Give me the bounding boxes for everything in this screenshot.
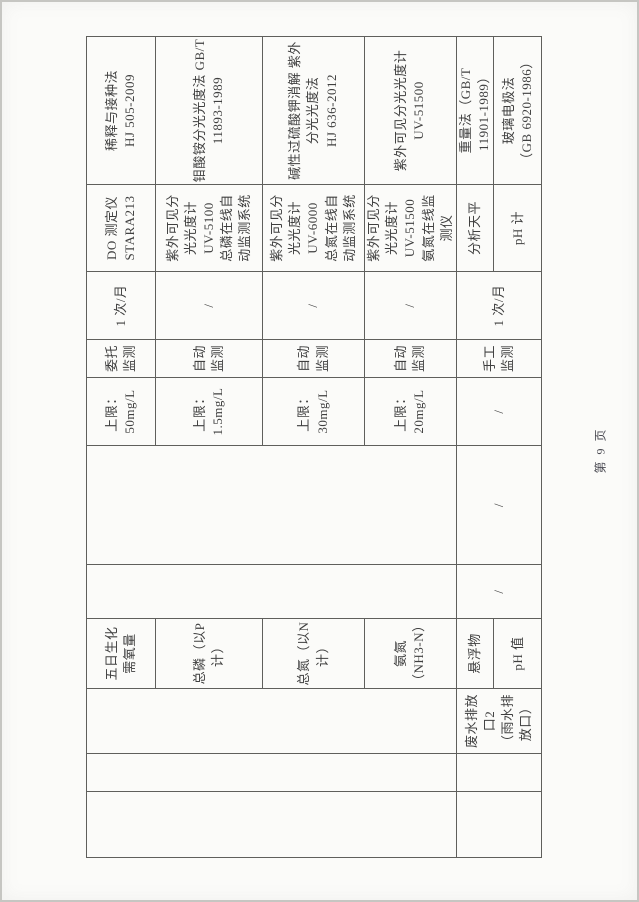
cell-item-bod: 五日生化 需氧量 — [86, 618, 156, 689]
cell-slash-col5-outfall2: / — [456, 564, 542, 619]
cell-method-tn: 碱性过硫酸钾消解 紫外 分光光度法 HJ 636-2012 — [262, 36, 365, 185]
cell-item-nh3n: 氨氮 （NH3-N） — [364, 618, 457, 689]
cell-blank-col2-outfall2 — [456, 753, 542, 792]
monitoring-table: 五日生化 需氧量 上限： 50mg/L 委托 监测 1 次/月 DO 测定仪 S… — [86, 36, 542, 858]
cell-blank-col1-outfall2 — [456, 791, 542, 858]
cell-limit-nh3n: 上限： 20mg/L — [364, 377, 457, 446]
cell-instrument-tp: 紫外可见分 光光度计 UV-5100 总磷在线自 动监测系统 — [155, 184, 263, 272]
page-number: 第 9 页 — [593, 427, 608, 474]
cell-instrument-ss: 分析天平 — [456, 184, 494, 272]
cell-frequency-bod: 1 次/月 — [86, 271, 156, 340]
cell-blank-outlet-continued — [86, 688, 457, 754]
cell-item-tn: 总氮（以N 计） — [262, 618, 365, 689]
cell-outlet-outfall2: 废水排放 口2 （雨水排 放口） — [456, 688, 542, 754]
cell-blank-col5 — [86, 564, 457, 619]
cell-limit-tn: 上限： 30mg/L — [262, 377, 365, 446]
cell-mode-bod: 委托 监测 — [86, 339, 156, 378]
cell-limit-bod: 上限： 50mg/L — [86, 377, 156, 446]
cell-limit-tp: 上限： 1.5mg/L — [155, 377, 263, 446]
cell-frequency-nh3n: / — [364, 271, 457, 340]
cell-item-ss: 悬浮物 — [456, 618, 494, 689]
cell-instrument-bod: DO 测定仪 STARA213 — [86, 184, 156, 272]
cell-blank-col2 — [86, 753, 457, 792]
cell-method-tp: 钼酸铵分光光度法 GB/T 11893-1989 — [155, 36, 263, 185]
cell-limit-outfall2: / — [456, 377, 542, 446]
cell-frequency-tp: / — [155, 271, 263, 340]
table-row-ss: 废水排放 口2 （雨水排 放口） 悬浮物 / / / 手工 监测 1 次/月 分… — [456, 36, 542, 858]
cell-mode-tp: 自动 监测 — [155, 339, 263, 378]
cell-item-tp: 总磷（以P 计） — [155, 618, 263, 689]
cell-frequency-tn: / — [262, 271, 365, 340]
cell-instrument-ph: pH 计 — [493, 184, 542, 272]
cell-blank-col6 — [86, 445, 457, 565]
cell-method-ss: 重量法（GB/T 11901-1989） — [456, 36, 494, 185]
rotated-table-layer: 五日生化 需氧量 上限： 50mg/L 委托 监测 1 次/月 DO 测定仪 S… — [86, 36, 542, 858]
cell-blank-col1 — [86, 791, 457, 858]
cell-frequency-outfall2: 1 次/月 — [456, 271, 542, 340]
cell-mode-outfall2: 手工 监测 — [456, 339, 542, 378]
cell-method-bod: 稀释与接种法 HJ 505-2009 — [86, 36, 156, 185]
table-row-bod: 五日生化 需氧量 上限： 50mg/L 委托 监测 1 次/月 DO 测定仪 S… — [86, 36, 457, 858]
cell-method-nh3n: 紫外可见分光光度计 UV-51500 — [364, 36, 457, 185]
cell-instrument-tn: 紫外可见分 光光度计 UV-6000 总氮在线自 动监测系统 — [262, 184, 365, 272]
cell-slash-col6-outfall2: / — [456, 445, 542, 565]
cell-mode-tn: 自动 监测 — [262, 339, 365, 378]
cell-mode-nh3n: 自动 监测 — [364, 339, 457, 378]
cell-method-ph: 玻璃电极法 （GB 6920-1986） — [493, 36, 542, 185]
cell-instrument-nh3n: 紫外可见分 光光度计 UV-51500 氨氮在线监 测仪 — [364, 184, 457, 272]
cell-item-ph: pH 值 — [493, 618, 542, 689]
